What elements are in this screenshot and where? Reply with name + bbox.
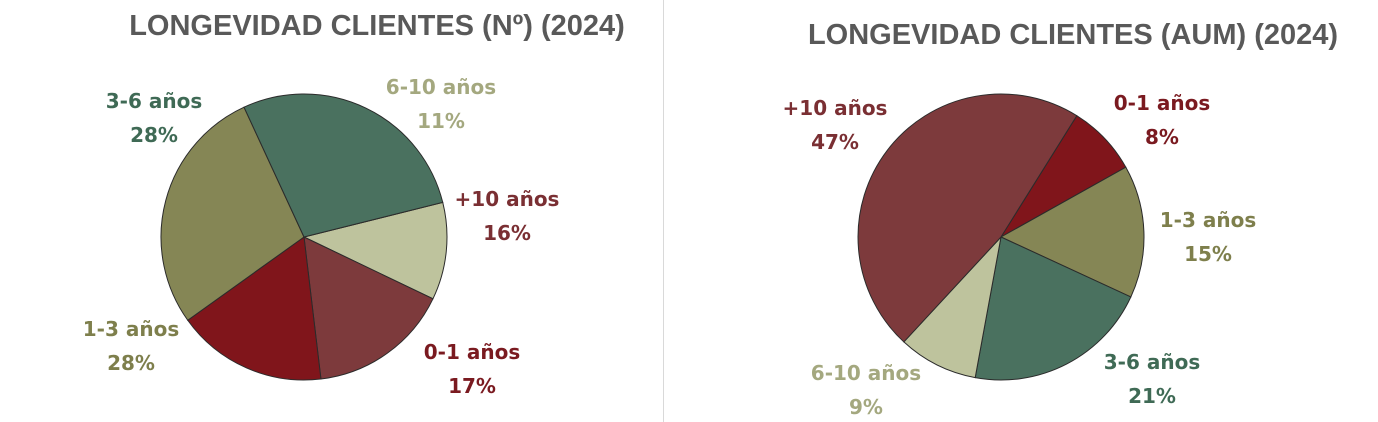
pie-slice	[187, 236, 322, 381]
chart-title: LONGEVIDAD CLIENTES (Nº) (2024)	[129, 10, 625, 42]
slice-label: 3-6 años 21%	[1104, 350, 1200, 408]
chart-title: LONGEVIDAD CLIENTES (AUM) (2024)	[808, 19, 1338, 51]
slice-category-label: 1-3 años	[83, 317, 179, 341]
slice-value-label: 21%	[1128, 384, 1176, 408]
slice-value-label: 9%	[849, 395, 883, 419]
pie-slice	[302, 201, 448, 300]
slice-label: 6-10 años 11%	[386, 75, 496, 133]
slice-category-label: 3-6 años	[106, 89, 202, 113]
pie-chart-1: LONGEVIDAD CLIENTES (Nº) (2024) 6-10 años…	[83, 10, 625, 398]
pie-slice	[903, 235, 1002, 379]
slice-category-label: +10 años	[455, 187, 560, 211]
pie-slice	[303, 236, 434, 380]
slice-category-label: 0-1 años	[424, 340, 520, 364]
slice-label: 1-3 años 28%	[83, 317, 179, 375]
slice-category-label: 6-10 años	[386, 75, 496, 99]
slice-label: +10 años 47%	[783, 96, 888, 154]
slice-category-label: 1-3 años	[1160, 208, 1256, 232]
slice-label: 3-6 años 28%	[106, 89, 202, 147]
slice-value-label: 17%	[448, 374, 496, 398]
pie-slice	[999, 166, 1145, 298]
pie-slice	[974, 236, 1132, 381]
slice-category-label: 0-1 años	[1114, 91, 1210, 115]
pie-slice	[857, 93, 1078, 343]
slice-value-label: 28%	[107, 351, 155, 375]
pie-chart-2: LONGEVIDAD CLIENTES (AUM) (2024) 0-1 años…	[783, 19, 1339, 419]
slice-value-label: 11%	[417, 109, 465, 133]
slice-label: 0-1 años 17%	[424, 340, 520, 398]
slice-label: 6-10 años 9%	[811, 361, 921, 419]
slice-label: +10 años 16%	[455, 187, 560, 245]
slice-category-label: +10 años	[783, 96, 888, 120]
slice-label: 1-3 años 15%	[1160, 208, 1256, 266]
slice-value-label: 47%	[811, 130, 859, 154]
slice-value-label: 28%	[130, 123, 178, 147]
slice-category-label: 3-6 años	[1104, 350, 1200, 374]
slice-value-label: 16%	[483, 221, 531, 245]
slice-category-label: 6-10 años	[811, 361, 921, 385]
slice-value-label: 15%	[1184, 242, 1232, 266]
panel-divider	[663, 0, 664, 422]
slice-value-label: 8%	[1145, 125, 1179, 149]
slice-label: 0-1 años 8%	[1114, 91, 1210, 149]
pie-slice	[243, 93, 444, 238]
